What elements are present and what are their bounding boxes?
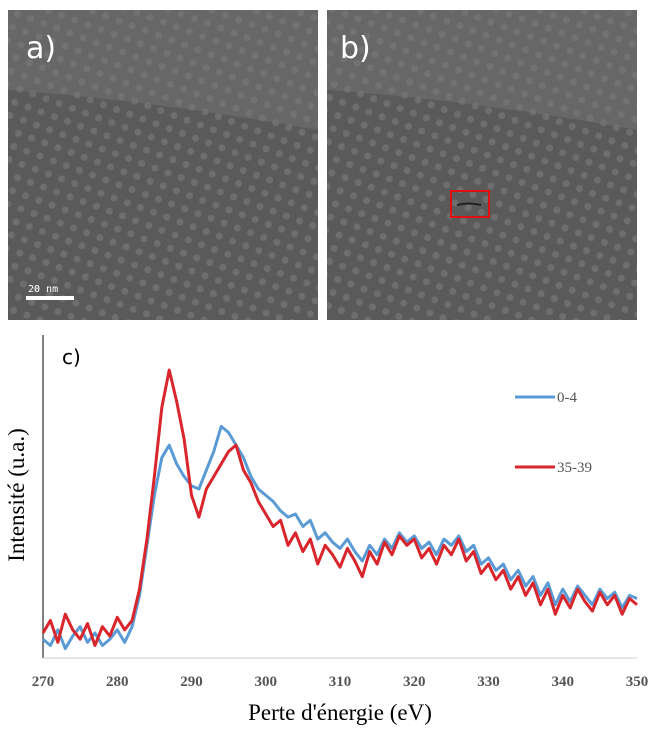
legend-label: 35-39 (557, 460, 592, 476)
panel-label: a) (26, 31, 56, 66)
x-tick-label: 290 (180, 674, 203, 690)
x-tick-label: 300 (255, 674, 278, 690)
panel-label: b) (340, 31, 371, 66)
x-tick-label: 350 (626, 674, 649, 690)
x-tick-label: 320 (403, 674, 426, 690)
micrograph-a: a) 20 nm (8, 10, 318, 320)
x-tick-label: 280 (106, 674, 129, 690)
micrograph-b: b) (327, 10, 637, 320)
x-tick-label: 330 (477, 674, 500, 690)
series-line (41, 368, 638, 647)
x-tick-label: 310 (329, 674, 352, 690)
chart: c) Perte d'énergie (eV) Intensité (u.a.)… (4, 335, 648, 725)
x-tick-label: 270 (32, 674, 55, 690)
scale-bar-label: 20 nm (28, 284, 58, 295)
x-axis-label: Perte d'énergie (eV) (248, 700, 432, 725)
chart-annotation: c) (62, 345, 81, 369)
x-tick-label: 340 (552, 674, 575, 690)
y-axis-label: Intensité (u.a.) (4, 428, 29, 561)
legend-label: 0-4 (557, 390, 577, 406)
